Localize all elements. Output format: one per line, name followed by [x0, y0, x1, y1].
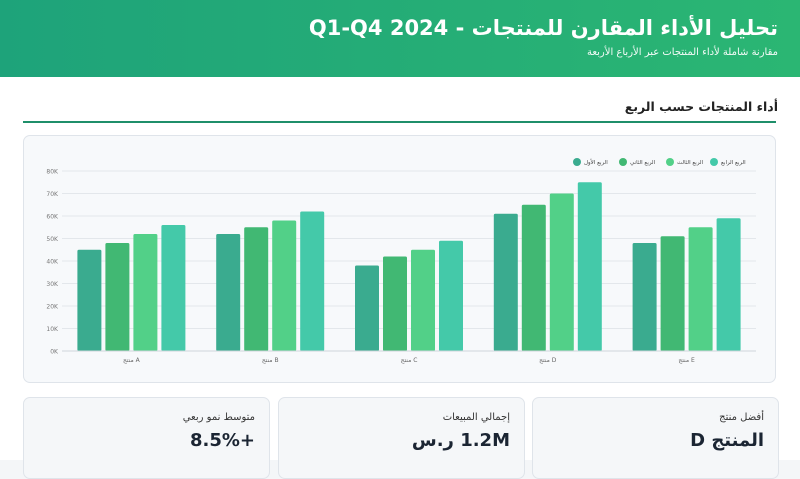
- bar: [411, 249, 435, 351]
- kpi-label: إجمالي المبيعات: [442, 412, 510, 423]
- legend-swatch: [619, 158, 627, 166]
- section-title: أداء المنتجات حسب الربع: [624, 99, 778, 114]
- kpi-value: 1.2M ر.س: [411, 430, 510, 451]
- page-title: تحليل الأداء المقارن للمنتجات - Q1-Q4 20…: [308, 16, 778, 40]
- kpi-card-best-product: أفضل منتج المنتج D: [532, 397, 779, 479]
- x-tick-label: منتج A: [123, 357, 141, 364]
- bar: [133, 234, 158, 351]
- y-tick-label: 80K: [46, 169, 59, 176]
- legend-label: الربع الرابع: [721, 160, 746, 166]
- bar: [105, 243, 130, 351]
- kpi-value: +8.5%: [189, 430, 255, 451]
- legend-swatch: [573, 158, 581, 166]
- bar: [161, 225, 186, 351]
- y-tick-label: 0K: [50, 349, 59, 356]
- legend-label: الربع الثاني: [630, 160, 656, 166]
- kpi-card-total-sales: إجمالي المبيعات 1.2M ر.س: [278, 397, 525, 479]
- bar-chart: 0K 10K 20K 30K 40K 50K 60K 70K 80K منتج A منتج B من…: [46, 158, 756, 364]
- bar: [355, 265, 379, 351]
- y-tick-label: 10K: [46, 326, 59, 333]
- bar: [77, 249, 102, 351]
- bar: [716, 218, 741, 351]
- legend-swatch: [710, 158, 718, 166]
- bar: [660, 236, 685, 351]
- section-divider: [23, 121, 776, 123]
- bar: [577, 182, 602, 351]
- kpi-label: متوسط نمو ربعي: [182, 412, 255, 423]
- x-tick-label: منتج D: [539, 357, 557, 364]
- x-tick-label: منتج B: [262, 357, 279, 364]
- y-tick-label: 30K: [46, 281, 59, 288]
- bar: [300, 211, 325, 351]
- y-tick-label: 50K: [46, 236, 59, 243]
- bar: [521, 204, 546, 351]
- x-tick-label: منتج C: [401, 357, 418, 364]
- y-tick-label: 40K: [46, 259, 59, 266]
- bar: [216, 234, 241, 351]
- kpi-label: أفضل منتج: [719, 412, 764, 423]
- bar: [493, 213, 518, 351]
- legend-swatch: [666, 158, 674, 166]
- legend-label: الربع الأول: [584, 158, 608, 166]
- kpi-value: المنتج D: [690, 430, 764, 451]
- kpi-card-avg-growth: متوسط نمو ربعي +8.5%: [23, 397, 270, 479]
- page-header: تحليل الأداء المقارن للمنتجات - Q1-Q4 20…: [0, 0, 800, 77]
- x-tick-label: منتج E: [678, 357, 695, 364]
- bar: [439, 240, 463, 351]
- bar: [549, 193, 574, 351]
- bar: [383, 256, 407, 351]
- y-tick-label: 70K: [46, 191, 59, 198]
- legend-label: الربع الثالث: [677, 160, 704, 166]
- page-subtitle: مقارنة شاملة لأداء المنتجات عبر الأرباع …: [586, 47, 778, 58]
- main-content: أداء المنتجات حسب الربع 0K 10K 20K 30K 40K 50…: [0, 77, 800, 479]
- chart-card: 0K 10K 20K 30K 40K 50K 60K 70K 80K منتج A منتج B من…: [23, 135, 776, 383]
- bar: [632, 243, 657, 351]
- y-tick-label: 60K: [46, 214, 59, 221]
- bar: [688, 227, 713, 351]
- y-tick-label: 20K: [46, 304, 59, 311]
- bar: [272, 220, 297, 351]
- bar: [244, 227, 269, 351]
